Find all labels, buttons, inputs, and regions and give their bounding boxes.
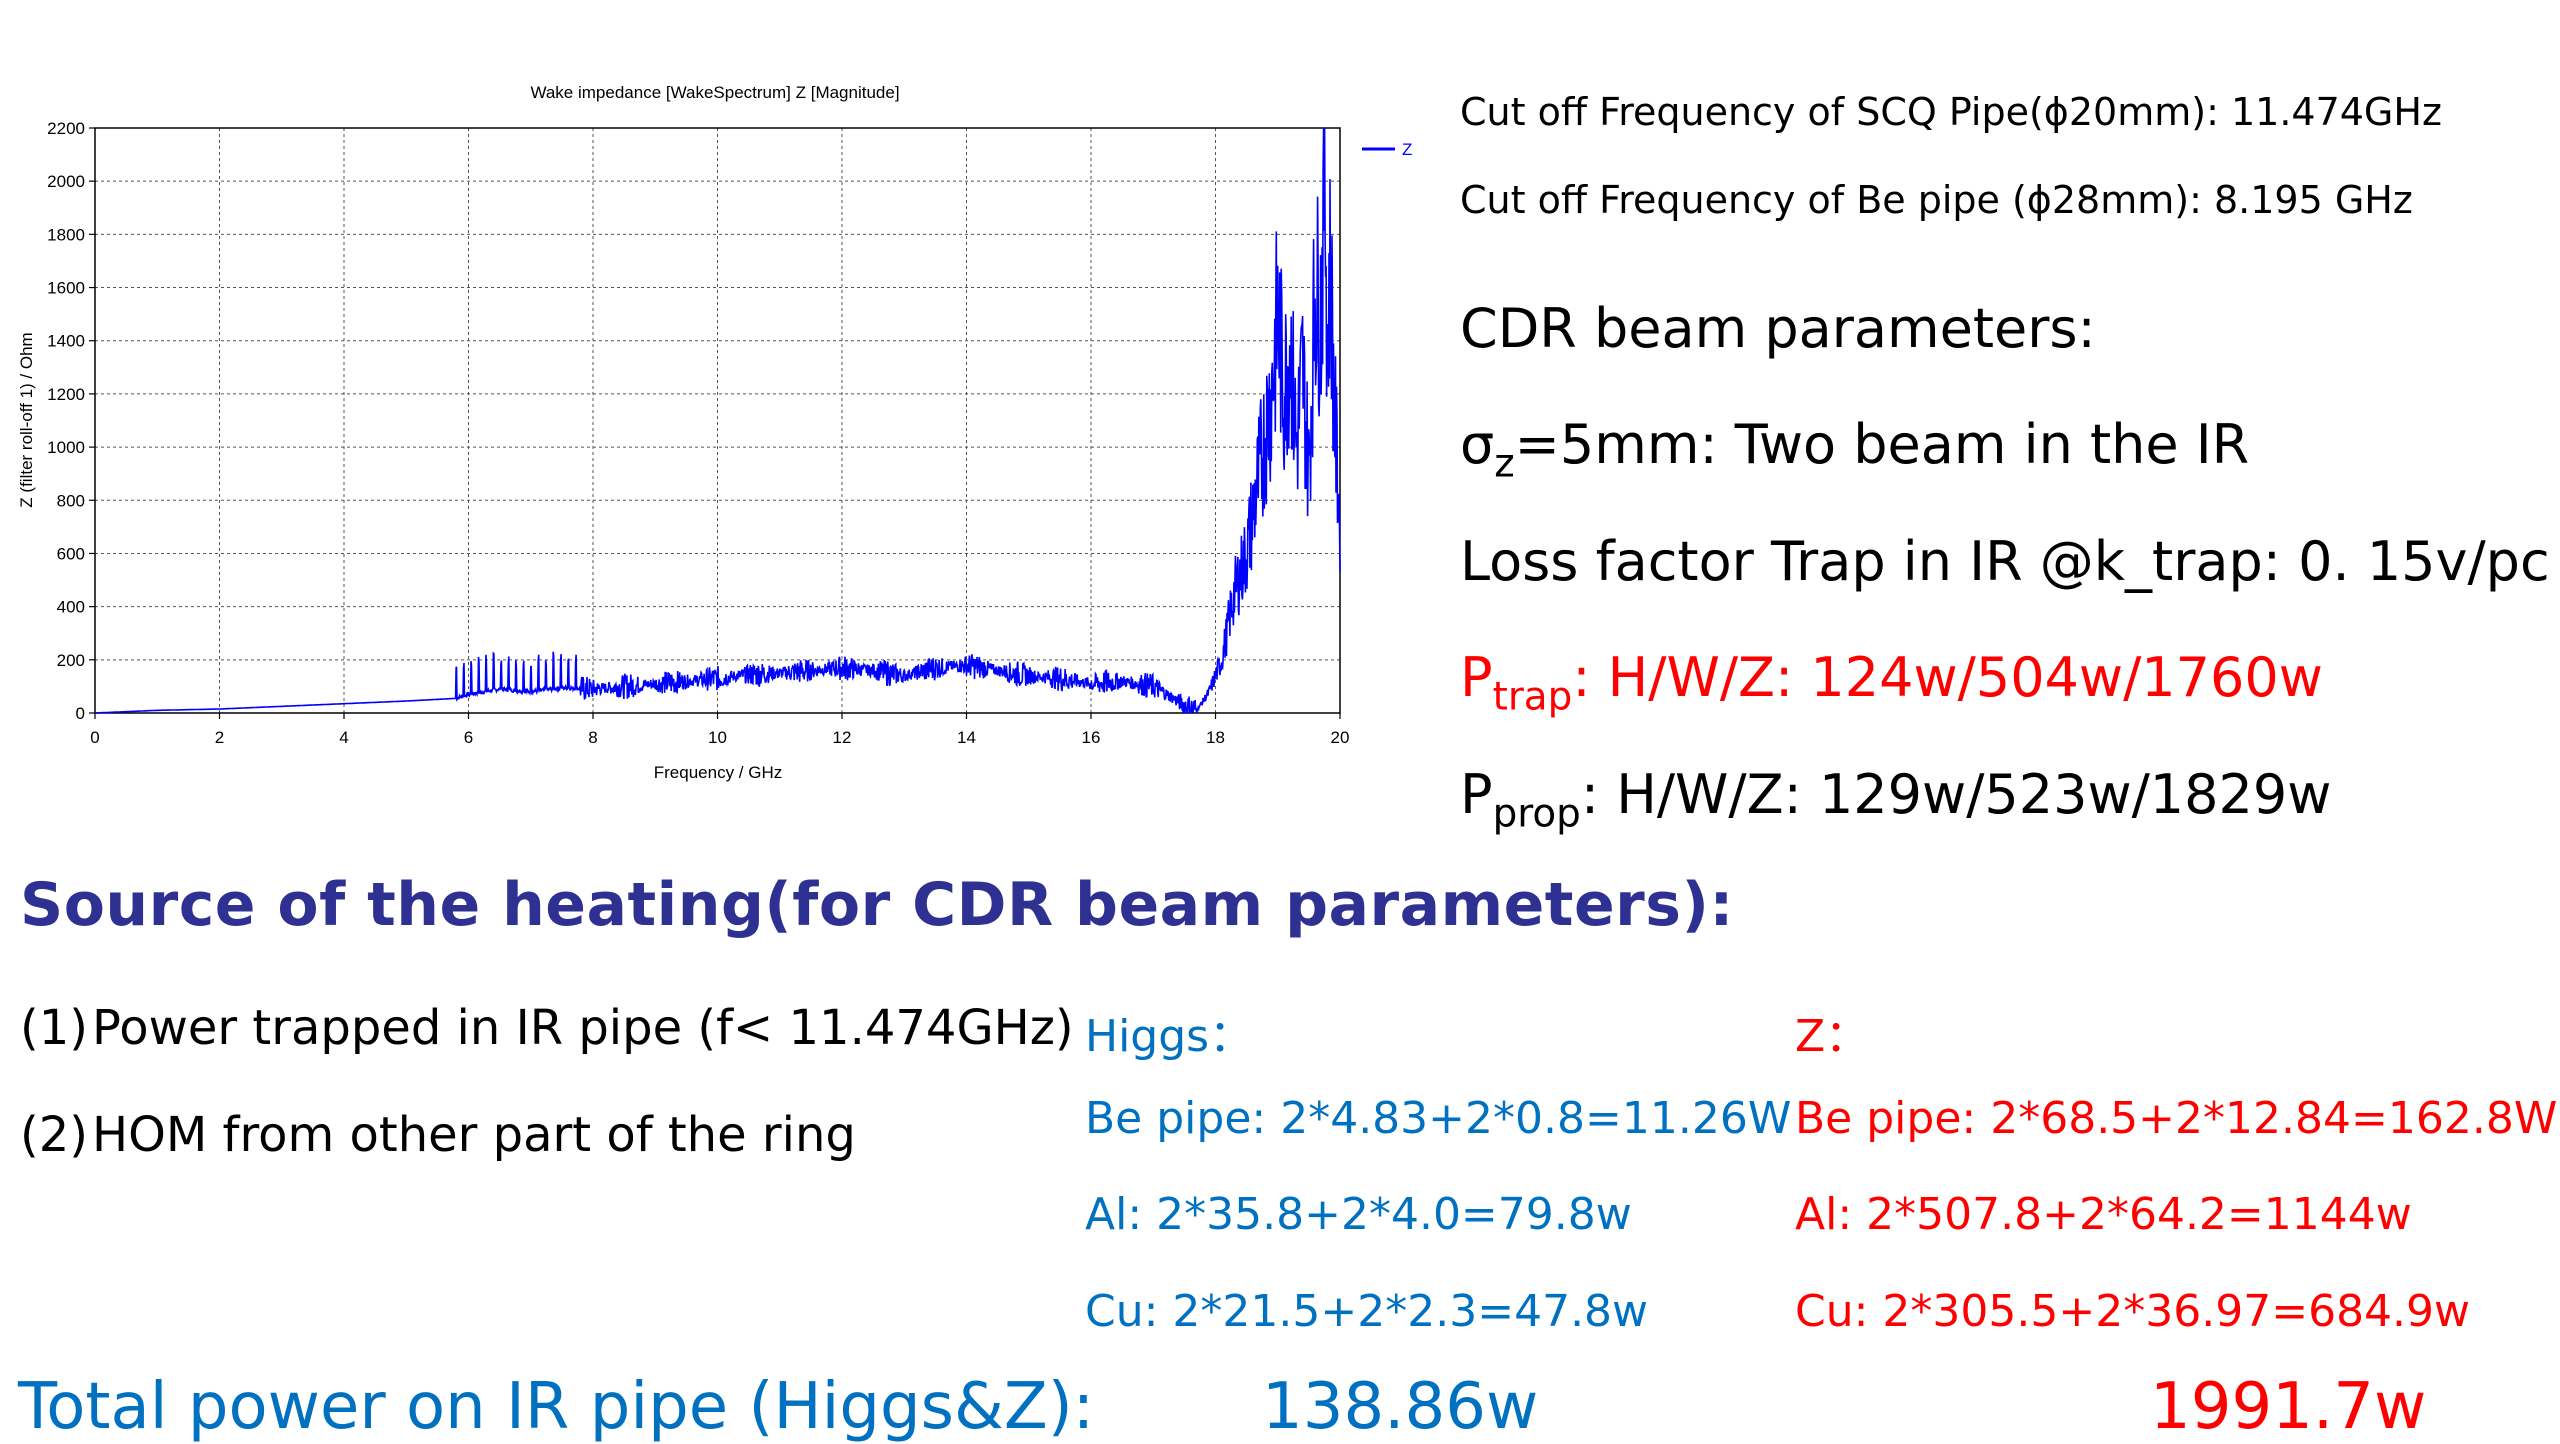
z-be-pipe: Be pipe: 2*68.5+2*12.84=162.8W [1795,1093,2558,1144]
pprop-values: : H/W/Z: 129w/523w/1829w [1580,763,2332,826]
ptrap-p: P [1460,646,1493,709]
cutoff-scq: Cut off Frequency of SCQ Pipe(ϕ20mm): 11… [1460,90,2442,134]
total-label: Total power on IR pipe (Higgs&Z): [18,1370,1095,1444]
ptrap-subscript: trap [1492,674,1573,720]
x-tick-label: 18 [1206,728,1225,747]
y-tick-label: 1000 [47,438,85,457]
higgs-al: Al: 2*35.8+2*4.0=79.8w [1085,1189,1632,1240]
x-tick-label: 14 [957,728,976,747]
y-tick-label: 2200 [47,119,85,138]
y-tick-label: 600 [57,544,85,563]
x-tick-label: 8 [588,728,597,747]
x-tick-label: 2 [215,728,224,747]
y-axis-label: Z (filter roll-off 1) / Ohm [17,332,36,507]
x-tick-label: 12 [833,728,852,747]
series-z [95,127,1341,714]
cutoff-be: Cut off Frequency of Be pipe (ϕ28mm): 8.… [1460,178,2413,222]
source-number: (1) [20,1000,88,1056]
y-tick-label: 1400 [47,332,85,351]
z-cu: Cu: 2*305.5+2*36.97=684.9w [1795,1286,2471,1337]
sigma-line: σz=5mm: Two beam in the IR [1460,413,2250,484]
z-al: Al: 2*507.8+2*64.2=1144w [1795,1189,2412,1240]
legend-label: Z [1402,140,1412,159]
params-heading: CDR beam parameters: [1460,297,2096,360]
y-tick-label: 800 [57,491,85,510]
x-tick-label: 20 [1331,728,1350,747]
pprop-p: P [1460,763,1493,826]
x-tick-label: 4 [339,728,348,747]
y-tick-label: 400 [57,598,85,617]
chart-grid [95,128,1340,713]
sigma-text: =5mm: Two beam in the IR [1514,413,2250,476]
total-higgs: 138.86w [1262,1370,1539,1444]
pprop-subscript: prop [1492,791,1581,837]
y-tick-label: 1800 [47,225,85,244]
source-text: Power trapped in IR pipe (f< 11.474GHz) [92,1000,1074,1056]
x-axis-ticks: 0 2 4 6 8 10 12 14 16 18 20 [90,713,1349,747]
y-tick-label: 1600 [47,279,85,298]
source-item: (1)Power trapped in IR pipe (f< 11.474GH… [20,1000,1074,1056]
chart-title: Wake impedance [WakeSpectrum] Z [Magnitu… [530,83,899,102]
higgs-title: Higgs： [1085,1011,1254,1062]
wake-impedance-chart: Wake impedance [WakeSpectrum] Z [Magnitu… [17,83,1412,782]
x-tick-label: 6 [464,728,473,747]
total-z: 1991.7w [2150,1370,2427,1444]
x-axis-label: Frequency / GHz [654,763,783,782]
pprop-line: Pprop: H/W/Z: 129w/523w/1829w [1460,763,2332,834]
source-item: (2)HOM from other part of the ring [20,1107,856,1163]
y-tick-label: 1200 [47,385,85,404]
source-text: HOM from other part of the ring [92,1107,856,1163]
loss-factor: Loss factor Trap in IR @k_trap: 0. 15v/p… [1460,530,2550,593]
y-axis-ticks: 0 200 400 600 800 1000 1200 1400 1600 1800 2000 220… [47,119,95,723]
higgs-be-pipe: Be pipe: 2*4.83+2*0.8=11.26W [1085,1093,1792,1144]
y-tick-label: 2000 [47,172,85,191]
ptrap-line: Ptrap: H/W/Z: 124w/504w/1760w [1460,646,2323,717]
x-tick-label: 0 [90,728,99,747]
source-number: (2) [20,1107,88,1163]
y-tick-label: 0 [76,704,85,723]
sigma-symbol: σ [1460,413,1495,476]
x-tick-label: 10 [708,728,727,747]
ptrap-values: : H/W/Z: 124w/504w/1760w [1572,646,2323,709]
higgs-cu: Cu: 2*21.5+2*2.3=47.8w [1085,1286,1649,1337]
plot-area [94,127,1341,714]
series-line-z [95,127,1341,714]
sigma-subscript: z [1494,441,1515,487]
z-title: Z： [1795,1011,1870,1062]
y-tick-label: 200 [57,651,85,670]
heating-heading: Source of the heating(for CDR beam param… [20,870,1734,940]
x-tick-label: 16 [1082,728,1101,747]
